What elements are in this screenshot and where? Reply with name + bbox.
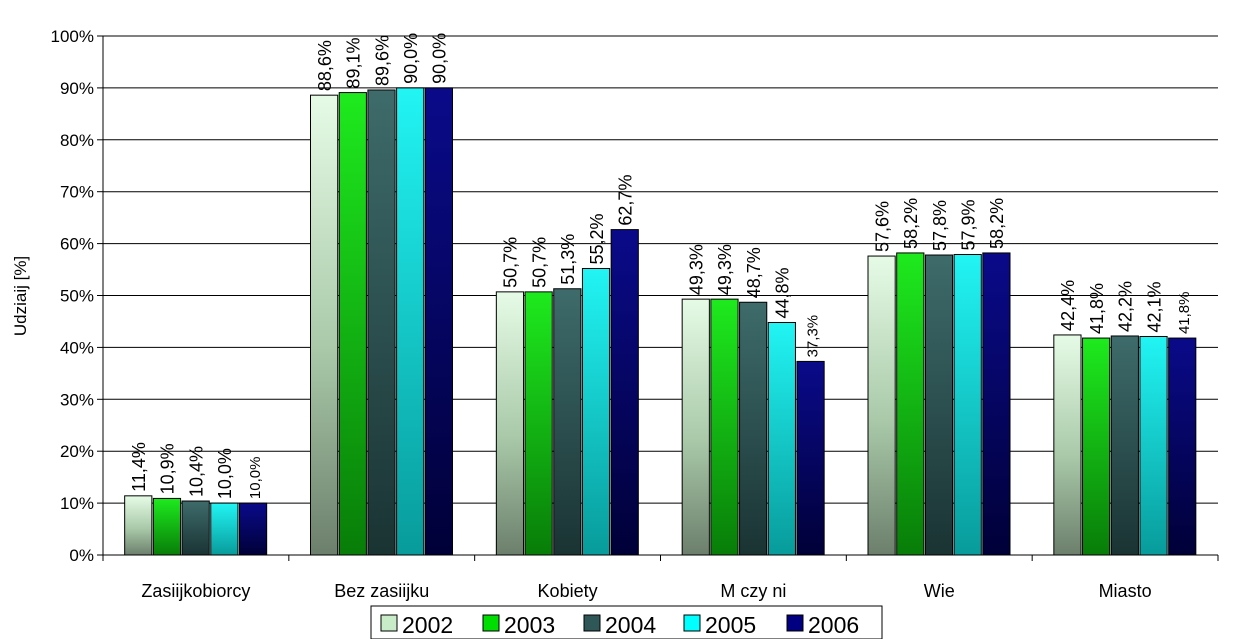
- x-category-label: Miasto: [1099, 581, 1152, 601]
- data-label: 50,7%: [529, 237, 549, 288]
- y-tick-label: 10%: [60, 494, 94, 513]
- legend-swatch-2004: [583, 614, 601, 632]
- data-label: 10,9%: [158, 443, 178, 494]
- y-tick-label: 20%: [60, 442, 94, 461]
- bar-2004: [1110, 335, 1139, 556]
- data-label: 50,7%: [501, 237, 521, 288]
- data-label: 49,3%: [687, 244, 707, 295]
- bar-2006: [238, 502, 268, 556]
- bar-2002: [681, 298, 710, 556]
- y-tick-label: 100%: [51, 27, 94, 46]
- bar-2003: [896, 252, 925, 556]
- y-tick-label: 0%: [69, 546, 94, 565]
- legend-swatch-2002: [380, 614, 398, 632]
- data-label: 62,7%: [615, 175, 635, 226]
- data-label: 58,2%: [987, 198, 1007, 249]
- bar-2006: [1168, 337, 1197, 556]
- legend-swatch-2006: [786, 614, 804, 632]
- data-label: 49,3%: [715, 244, 735, 295]
- data-label: 89,6%: [372, 35, 392, 86]
- data-label: 10,4%: [186, 446, 206, 497]
- legend-label-2005: 2005: [705, 612, 756, 638]
- bars-layer: [124, 87, 1197, 556]
- bar-2003: [710, 298, 739, 556]
- bar-2004: [553, 288, 582, 556]
- data-label: 57,8%: [930, 200, 950, 251]
- bar-2002: [310, 94, 339, 556]
- y-axis-label: Udziaĳ [%]: [11, 256, 30, 336]
- data-label: 57,9%: [958, 199, 978, 250]
- data-label: 42,2%: [1116, 281, 1136, 332]
- bar-2003: [338, 92, 367, 556]
- bar-2004: [739, 301, 768, 556]
- bar-2005: [581, 268, 611, 556]
- data-label: 42,1%: [1144, 281, 1164, 332]
- bar-2005: [767, 321, 796, 556]
- bar-2006: [796, 360, 825, 556]
- legend-label-2002: 2002: [402, 612, 453, 638]
- data-label: 55,2%: [587, 213, 607, 264]
- bar-2006: [424, 87, 453, 556]
- data-label: 37,3%: [804, 315, 821, 358]
- bar-2004: [924, 254, 954, 556]
- y-tick-label: 30%: [60, 390, 94, 409]
- bar-2002: [867, 255, 896, 556]
- data-label: 48,7%: [744, 247, 764, 298]
- y-tick-label: 80%: [60, 131, 94, 150]
- y-tick-label: 70%: [60, 183, 94, 202]
- data-label: 88,6%: [315, 40, 335, 91]
- bar-2005: [210, 502, 239, 556]
- bar-2002: [495, 291, 525, 556]
- y-tick-label: 90%: [60, 79, 94, 98]
- data-label: 44,8%: [773, 267, 793, 318]
- legend-swatch-2005: [683, 614, 701, 632]
- bar-2004: [181, 500, 210, 556]
- data-label: 90,0%: [430, 33, 450, 84]
- bar-2006: [610, 229, 639, 556]
- data-label: 57,6%: [872, 201, 892, 252]
- legend-label-2006: 2006: [808, 612, 859, 638]
- data-label: 10,0%: [247, 457, 264, 500]
- y-tick-label: 40%: [60, 338, 94, 357]
- legend: 2002 2003 2004 2005 2006: [370, 605, 883, 639]
- y-tick-label: 50%: [60, 287, 94, 306]
- data-label: 42,4%: [1058, 280, 1078, 331]
- legend-label-2004: 2004: [605, 612, 656, 638]
- data-label: 11,4%: [129, 442, 149, 492]
- data-label: 51,3%: [558, 234, 578, 285]
- bar-2002: [124, 495, 153, 556]
- x-category-label: Kobiety: [538, 581, 598, 601]
- bar-2005: [1139, 336, 1168, 556]
- data-label: 90,0%: [401, 33, 421, 84]
- bar-2003: [524, 291, 553, 556]
- x-category-label: Zasiĳkobiorcy: [141, 581, 250, 601]
- data-labels-layer: 11,4% 10,9% 10,4% 10,0% 10,0% 88,6% 89,1% 89,6%…: [129, 33, 1193, 499]
- x-category-label: M czy ni: [720, 581, 786, 601]
- x-category-label: Wie: [924, 581, 955, 601]
- grid-lines: [103, 35, 1218, 504]
- bar-2003: [1082, 337, 1111, 556]
- x-category-label: Bez zasiĳku: [334, 581, 429, 601]
- bar-2005: [953, 253, 982, 556]
- data-label: 58,2%: [901, 198, 921, 249]
- bar-2004: [367, 89, 396, 556]
- legend-label-2003: 2003: [504, 612, 555, 638]
- bar-2006: [982, 252, 1011, 556]
- bar-2002: [1053, 334, 1082, 556]
- data-label: 89,1%: [344, 38, 364, 89]
- data-label: 41,8%: [1087, 283, 1107, 334]
- axes-layer: 0% 10% 20% 30% 40% 50% 60% 70% 80% 90% 100% Zasiĳko…: [51, 27, 1219, 601]
- legend-swatch-2003: [482, 614, 500, 632]
- data-label: 41,8%: [1176, 292, 1193, 335]
- bar-2005: [396, 87, 425, 556]
- bar-2003: [152, 497, 182, 556]
- y-tick-label: 60%: [60, 235, 94, 254]
- data-label: 10,0%: [215, 448, 235, 499]
